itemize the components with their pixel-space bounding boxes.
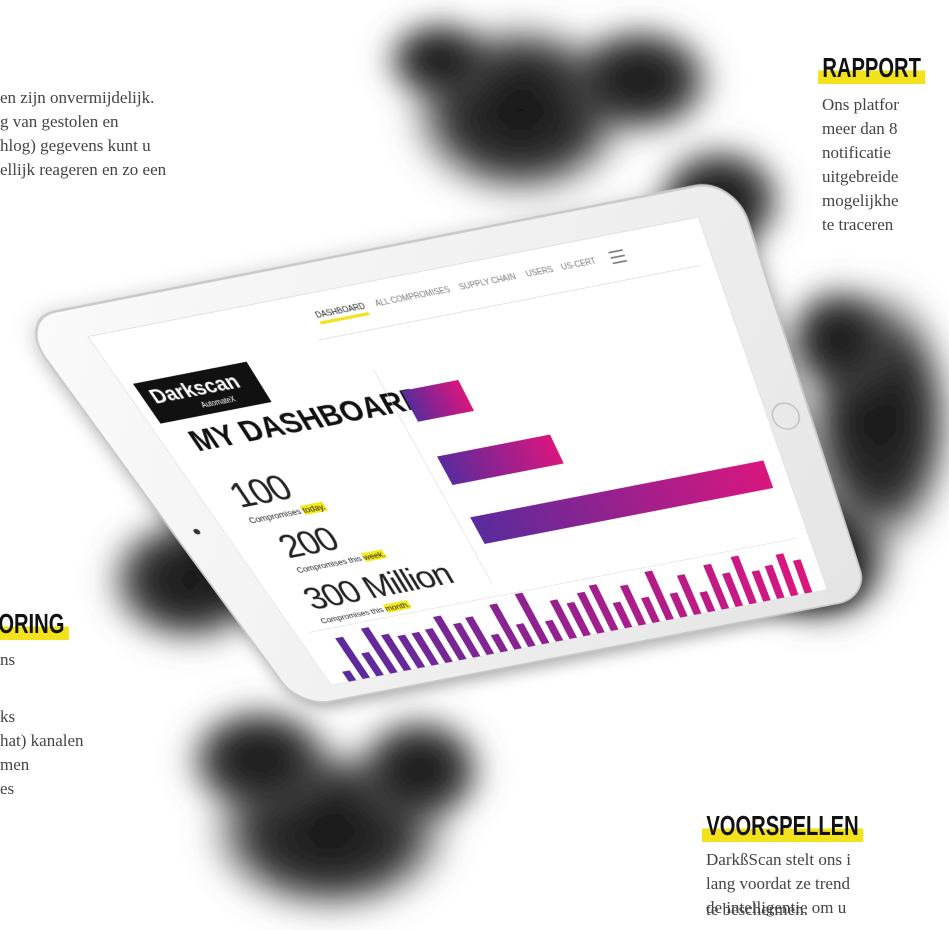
column [699,591,715,612]
text-line: ns [0,650,15,670]
text-line: meer dan 8 [822,119,898,139]
text-line: ellijk reageren en zo een [0,160,166,180]
text-line: mogelijkhe [822,191,898,211]
text-line: es [0,779,14,799]
text-line: ks [0,707,15,727]
camera [192,528,202,534]
column [491,634,508,653]
text-line: Ons platfor [822,95,899,115]
section-heading: RAPPORT [818,52,925,84]
text-line: hat) kanalen [0,731,84,751]
stat-highlight: week. [361,549,387,562]
nav-item[interactable]: ALL COMPROMISES [373,285,452,309]
text-line: men [0,755,29,775]
bar [470,460,773,543]
text-line: lang voordat ze trend [706,874,850,894]
text-line: DarkßScan stelt ons i [706,850,851,870]
text-line: te beschermen. [706,905,808,915]
column [342,670,356,681]
section-heading: ORING [0,608,69,640]
section-heading: VOORSPELLEN [702,810,863,842]
text-line: en zijn onvermijdelijk. [0,88,154,108]
nav-item[interactable]: USERS [524,265,555,279]
stat-highlight: today. [300,502,328,515]
page: en zijn onvermijdelijk. g van gestolen e… [0,0,949,930]
column [515,592,550,644]
text-line: uitgebreide [822,167,898,187]
menu-icon[interactable] [608,249,627,264]
home-button[interactable] [768,400,804,432]
text-line: g van gestolen en [0,112,119,132]
text-line: hlog) gegevens kunt u [0,136,151,156]
nav-item[interactable]: SUPPLY CHAIN [458,272,518,292]
text-line: te traceren [822,215,893,235]
bar [437,435,564,486]
nav-item[interactable]: DASHBOARD [314,302,370,325]
text-line: notificatie [822,143,891,163]
nav-item[interactable]: US-CERT [560,256,598,272]
